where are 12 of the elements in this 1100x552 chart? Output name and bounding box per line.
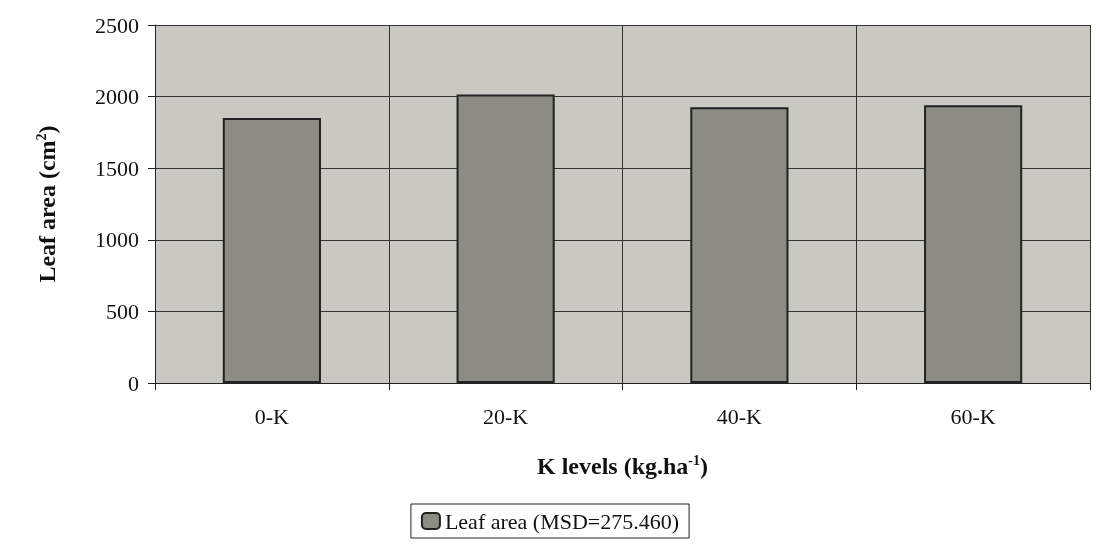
- y-tick-label: 0: [128, 370, 139, 396]
- y-tick-label: 2000: [95, 84, 139, 110]
- y-axis-title: Leaf area (cm2): [33, 125, 60, 283]
- y-tick-label: 1500: [95, 155, 139, 181]
- legend-label: Leaf area (MSD=275.460): [444, 508, 680, 534]
- x-tick-label: 40-K: [716, 403, 763, 429]
- y-tick-label: 2500: [95, 12, 139, 38]
- x-tick-label: 60-K: [950, 403, 996, 429]
- x-tick-label: 0-K: [254, 403, 290, 429]
- y-tick-label: 500: [106, 298, 139, 324]
- y-tick-label: 1000: [95, 227, 139, 253]
- x-tick-label: 20-K: [483, 403, 529, 429]
